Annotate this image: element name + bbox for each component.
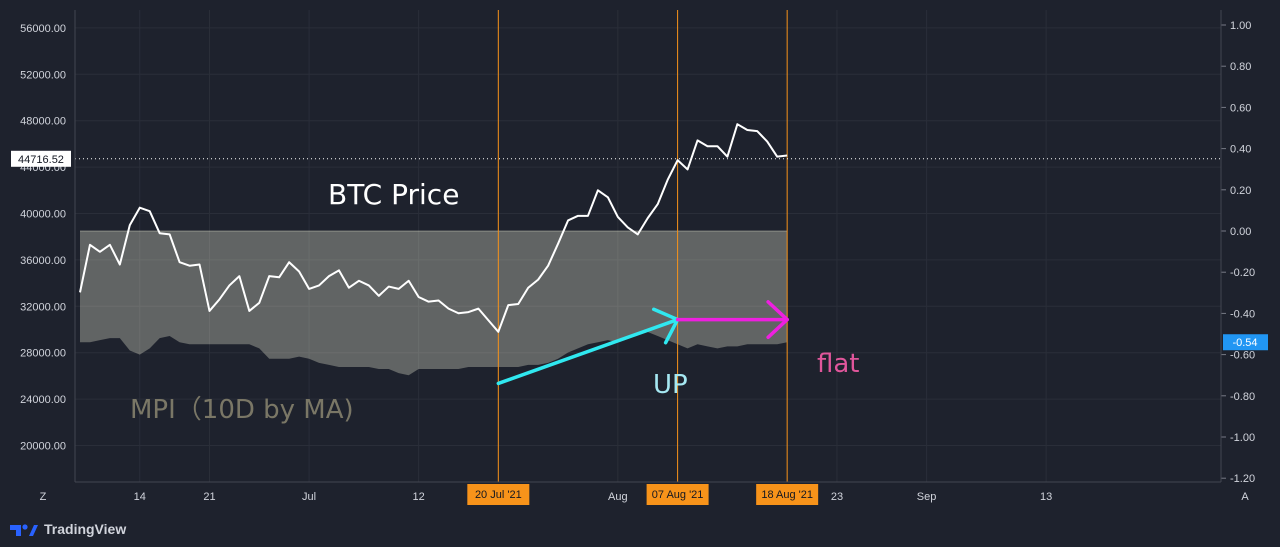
y-left-tick-label: 28000.00 [20, 348, 66, 360]
x-tick-label: Aug [608, 491, 628, 503]
mpi-annotation: MPI（10D by MA) [130, 395, 354, 425]
x-tick-label: 21 [203, 491, 215, 503]
flat-annotation: flat [817, 349, 860, 379]
date-marker-tag-label: 07 Aug '21 [652, 489, 704, 501]
y-right-tick-label: 0.40 [1230, 144, 1251, 156]
grid-lines [75, 10, 1221, 482]
y-right-tick-label: -0.80 [1230, 391, 1255, 403]
y-left-tick-label: 32000.00 [20, 301, 66, 313]
annotation-arrows [496, 300, 789, 386]
current-mpi-tag [1223, 334, 1268, 351]
x-tick-label: Jul [302, 491, 316, 503]
y-right-tick-label: 0.80 [1230, 61, 1251, 73]
y-left-tick-label: 48000.00 [20, 116, 66, 128]
y-left-tick-label: 20000.00 [20, 441, 66, 453]
y-left-tick-label: 36000.00 [20, 255, 66, 267]
y-right-tick-label: -1.20 [1230, 473, 1255, 485]
y-right-tick-label: -0.20 [1230, 267, 1255, 279]
date-marker-tag-label: 18 Aug '21 [761, 489, 813, 501]
date-marker-tag-label: 20 Jul '21 [475, 489, 522, 501]
mpi-area [80, 231, 788, 376]
tradingview-logo-icon [10, 524, 38, 536]
btc-price-line [79, 123, 788, 333]
current-price-tag-label: 44716.52 [18, 154, 64, 166]
flat-arrowhead [766, 300, 789, 340]
date-marker-tag [467, 484, 530, 505]
mpi-band [80, 230, 788, 376]
y-right-tick-label: 0.20 [1230, 185, 1251, 197]
btc-price-series [75, 123, 1221, 333]
current-mpi-tag-label: -0.54 [1232, 337, 1257, 349]
y-right-tick-label: -0.40 [1230, 308, 1255, 320]
y-right-tick-label: 0.60 [1230, 102, 1251, 114]
y-right-tick-label: 1.00 [1230, 20, 1251, 32]
x-tick-label: 14 [134, 491, 146, 503]
x-tick-label: 12 [413, 491, 425, 503]
x-tick-label: 13 [1040, 491, 1052, 503]
y-left-tick-label: 52000.00 [20, 69, 66, 81]
date-marker-tag [646, 484, 709, 505]
btc-price-annotation: BTC Price [328, 178, 459, 211]
y-right-tick-label: 0.00 [1230, 226, 1251, 238]
date-marker-tag [756, 484, 819, 505]
vertical-markers [497, 10, 788, 482]
x-tick-label: Sep [917, 491, 937, 503]
y-right-tick-label: -1.00 [1230, 432, 1255, 444]
y-left-tick-label: 56000.00 [20, 23, 66, 35]
y-right-tick-label: -0.60 [1230, 350, 1255, 362]
scale-mode-right: A [1241, 491, 1249, 503]
scale-mode-left: Z [40, 491, 47, 503]
brand-name: TradingView [44, 521, 127, 537]
up-arrow-shaft [496, 317, 680, 386]
x-tick-label: 23 [831, 491, 843, 503]
y-left-tick-label: 24000.00 [20, 394, 66, 406]
axes[interactable]: 56000.0052000.0048000.0044000.0040000.00… [11, 10, 1268, 505]
y-left-tick-label: 40000.00 [20, 209, 66, 221]
tradingview-logo[interactable]: TradingView [10, 519, 126, 539]
annotation-labels: BTC Price MPI（10D by MA) UP flat [130, 178, 860, 425]
current-price-tag [11, 150, 71, 167]
up-annotation: UP [653, 370, 688, 400]
